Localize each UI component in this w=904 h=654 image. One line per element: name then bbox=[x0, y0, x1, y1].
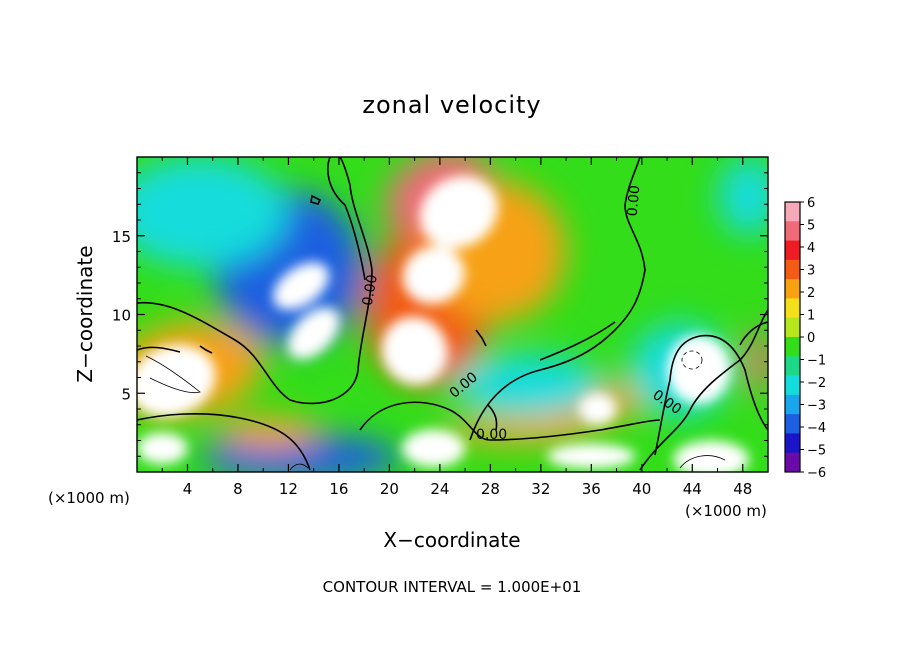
contour-line bbox=[681, 350, 703, 370]
contour-line bbox=[539, 321, 616, 361]
x-tick-label: 20 bbox=[380, 480, 399, 498]
colorbar-band bbox=[785, 298, 800, 319]
heatmap-cell bbox=[137, 157, 289, 268]
heatmap-extreme-cell bbox=[273, 262, 330, 310]
heatmap-extreme-cell bbox=[419, 175, 498, 249]
contour-line bbox=[475, 329, 487, 347]
heatmap-extreme-cell bbox=[578, 393, 617, 425]
contour-line bbox=[487, 404, 498, 431]
colorbar-tick-label: 0 bbox=[807, 331, 815, 346]
x-axis-units-right: (×1000 m) bbox=[685, 502, 767, 520]
colorbar-tick-label: 2 bbox=[807, 286, 815, 301]
contour-line bbox=[310, 194, 322, 205]
heatmap-extreme-cell bbox=[667, 334, 731, 405]
x-tick-label: 36 bbox=[582, 480, 601, 498]
x-tick-label: 48 bbox=[733, 480, 752, 498]
x-axis-label: X−coordinate bbox=[383, 528, 520, 552]
colorbar-band bbox=[785, 356, 800, 376]
x-tick-label: 40 bbox=[632, 480, 651, 498]
colorbar-tick-label: −2 bbox=[807, 376, 826, 391]
colorbar-tick-label: 3 bbox=[807, 264, 815, 279]
colorbar-tick-label: −1 bbox=[807, 354, 826, 369]
heatmap-cell bbox=[219, 416, 320, 449]
heatmap-sharp-features bbox=[137, 175, 750, 472]
x-tick-label: 4 bbox=[183, 480, 193, 498]
contour-label: 0.00 bbox=[476, 427, 507, 443]
colorbar-band bbox=[785, 240, 800, 261]
x-tick-label: 44 bbox=[683, 480, 702, 498]
heatmap-cell bbox=[439, 418, 592, 444]
heatmap-extreme-cell bbox=[402, 429, 466, 468]
colorbar-tick-label: 4 bbox=[807, 241, 815, 256]
colorbar-tick-label: −6 bbox=[807, 466, 826, 481]
x-tick-label: 32 bbox=[531, 480, 550, 498]
contour-line bbox=[199, 345, 213, 354]
contour-line bbox=[739, 321, 768, 346]
colorbar-band bbox=[785, 414, 800, 434]
y-tick-label: 10 bbox=[112, 307, 131, 325]
y-tick-label: 5 bbox=[121, 385, 131, 403]
contour-line bbox=[289, 463, 309, 471]
contour-line bbox=[654, 334, 768, 456]
x-tick-label: 8 bbox=[233, 480, 243, 498]
colorbar-band bbox=[785, 337, 800, 357]
colorbar-tick-label: −3 bbox=[807, 399, 826, 414]
heatmap-field bbox=[137, 157, 768, 472]
colorbar-band bbox=[785, 259, 800, 280]
contour-line bbox=[469, 157, 646, 441]
x-axis-ticks: 4 8 12 16 20 24 28 32 36 40 44 48 bbox=[161, 157, 752, 498]
colorbar-band bbox=[785, 202, 800, 222]
contour-line bbox=[359, 401, 661, 441]
contour-line bbox=[137, 413, 311, 471]
heatmap-extreme-cell bbox=[137, 344, 216, 417]
zero-contour-lines bbox=[137, 157, 768, 471]
x-axis-units-left: (×1000 m) bbox=[48, 489, 130, 507]
x-tick-label: 16 bbox=[329, 480, 348, 498]
heatmap-extreme-cell bbox=[137, 432, 188, 465]
colorbar-band bbox=[785, 221, 800, 241]
contour-line bbox=[679, 455, 726, 469]
contour-line bbox=[639, 309, 768, 471]
x-tick-label: 24 bbox=[430, 480, 449, 498]
y-axis-ticks: 5 10 15 bbox=[112, 172, 768, 457]
contour-line bbox=[137, 346, 181, 353]
colorbar-band bbox=[785, 433, 800, 454]
heatmap-extreme-cell bbox=[402, 246, 465, 304]
heatmap-cell bbox=[746, 330, 768, 394]
x-tick-label: 28 bbox=[481, 480, 500, 498]
colorbar-band bbox=[785, 317, 800, 338]
colorbar: 6 5 4 3 2 1 0 −1 −2 −3 −4 −5 −6 bbox=[784, 196, 826, 481]
heatmap-extreme-cell bbox=[547, 443, 636, 469]
colorbar-band bbox=[785, 375, 800, 396]
y-tick-label: 15 bbox=[112, 228, 131, 246]
heatmap-extreme-cell bbox=[381, 316, 448, 385]
chart-title: zonal velocity bbox=[362, 91, 541, 119]
heatmap-cell bbox=[717, 157, 768, 236]
contour-line bbox=[327, 157, 366, 281]
colorbar-band bbox=[785, 452, 800, 473]
colorbar-tick-label: 1 bbox=[807, 309, 815, 324]
contour-interval-footer: CONTOUR INTERVAL = 1.000E+01 bbox=[323, 578, 582, 596]
colorbar-tick-label: −5 bbox=[807, 444, 826, 459]
contour-line bbox=[145, 355, 201, 394]
x-tick-label: 12 bbox=[279, 480, 298, 498]
contour-label: 0.00 bbox=[360, 273, 381, 306]
colorbar-band bbox=[785, 394, 800, 415]
colorbar-tick-label: −4 bbox=[807, 421, 826, 436]
nonzero-contour-lines bbox=[145, 350, 726, 471]
contour-line bbox=[137, 157, 373, 405]
colorbar-band bbox=[785, 279, 800, 299]
heatmap-extreme-cell bbox=[287, 307, 340, 360]
colorbar-tick-label: 6 bbox=[807, 196, 815, 211]
y-axis-label: Z−coordinate bbox=[73, 245, 97, 382]
colorbar-tick-label: 5 bbox=[807, 219, 815, 234]
contour-label: 0.00 bbox=[625, 185, 644, 217]
